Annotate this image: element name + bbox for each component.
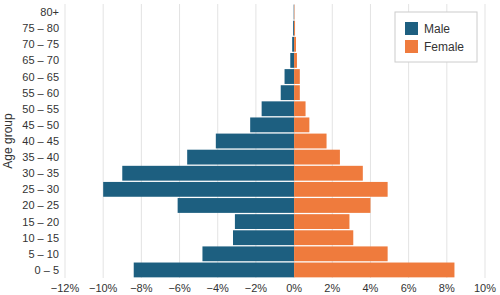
x-tick-label: 6% (401, 282, 417, 294)
bar (235, 214, 294, 229)
grid-line (179, 4, 180, 278)
grid (65, 4, 485, 278)
bar (178, 198, 294, 213)
bar (294, 182, 388, 197)
bar (134, 263, 294, 278)
bar (294, 37, 296, 52)
bar (103, 182, 294, 197)
x-tick-label: −4% (207, 282, 230, 294)
x-tick-label: −2% (245, 282, 268, 294)
bar (294, 85, 300, 100)
y-axis-title: Age group (1, 113, 15, 169)
y-tick-label: 15 – 20 (22, 216, 59, 228)
bar (294, 101, 305, 116)
bar (233, 230, 294, 245)
y-tick-label: 20 – 25 (22, 199, 59, 211)
y-tick-labels: 0 – 5 5 – 10 10 – 15 15 – 20 20 – 25 25 – 30 3… (22, 6, 59, 276)
bar (293, 5, 294, 20)
bar (294, 53, 297, 68)
bar (122, 166, 294, 181)
y-tick-label: 55 – 60 (22, 87, 59, 99)
x-tick-label: 4% (363, 282, 379, 294)
y-tick-label: 30 – 35 (22, 167, 59, 179)
bar (250, 117, 294, 132)
legend-swatch (405, 40, 418, 53)
legend-swatch (405, 22, 418, 35)
grid-line (65, 4, 66, 278)
bar (202, 246, 294, 261)
y-tick-label: 0 – 5 (35, 264, 59, 276)
x-tick-label: −6% (168, 282, 191, 294)
x-tick-label: 2% (324, 282, 340, 294)
x-tick-label: 8% (439, 282, 455, 294)
bar (294, 198, 370, 213)
y-tick-label: 35 – 40 (22, 151, 59, 163)
y-tick-label: 65 – 70 (22, 54, 59, 66)
bar (285, 69, 295, 84)
grid-line (141, 4, 142, 278)
y-tick-label: 5 – 10 (28, 248, 59, 260)
bar (290, 53, 294, 68)
x-tick-label: 10% (474, 282, 496, 294)
y-tick-label: 50 – 55 (22, 103, 59, 115)
bar (292, 37, 294, 52)
y-tick-label: 10 – 15 (22, 232, 59, 244)
y-tick-label: 60 – 65 (22, 71, 59, 83)
x-tick-label: 0% (286, 282, 302, 294)
bar (294, 117, 309, 132)
bar (294, 214, 349, 229)
y-tick-label: 70 – 75 (22, 38, 59, 50)
bar (294, 69, 300, 84)
y-tick-label: 45 – 50 (22, 119, 59, 131)
bar (293, 21, 295, 36)
bar (294, 134, 326, 149)
bar (187, 150, 294, 165)
bar (294, 263, 454, 278)
x-tick-label: −10% (89, 282, 118, 294)
y-tick-label: 25 – 30 (22, 183, 59, 195)
x-tick-label: −8% (130, 282, 153, 294)
grid-line (485, 4, 486, 278)
x-tick-label: −12% (51, 282, 80, 294)
bar (281, 85, 294, 100)
legend-label: Female (424, 40, 464, 54)
x-tick-labels: −12% −10% −8% −6% −4% −2% 0% 2% 4% 6% 8% 10% (51, 282, 496, 294)
y-tick-label: 40 – 45 (22, 135, 59, 147)
y-tick-label: 75 – 80 (22, 22, 59, 34)
grid-line (103, 4, 104, 278)
chart: −12% −10% −8% −6% −4% −2% 0% 2% 4% 6% 8% 10% 0 – 5 5 … (0, 0, 500, 295)
bar (294, 21, 296, 36)
y-tick-label: 80+ (40, 6, 59, 18)
grid-line (370, 4, 371, 278)
bar (216, 134, 294, 149)
bar (294, 230, 353, 245)
bar (294, 5, 295, 20)
bar (294, 150, 340, 165)
legend: Male Female (395, 12, 477, 62)
bar (294, 166, 363, 181)
bar (262, 101, 294, 116)
legend-label: Male (424, 22, 450, 36)
legend-box (395, 12, 477, 62)
bar (294, 246, 388, 261)
